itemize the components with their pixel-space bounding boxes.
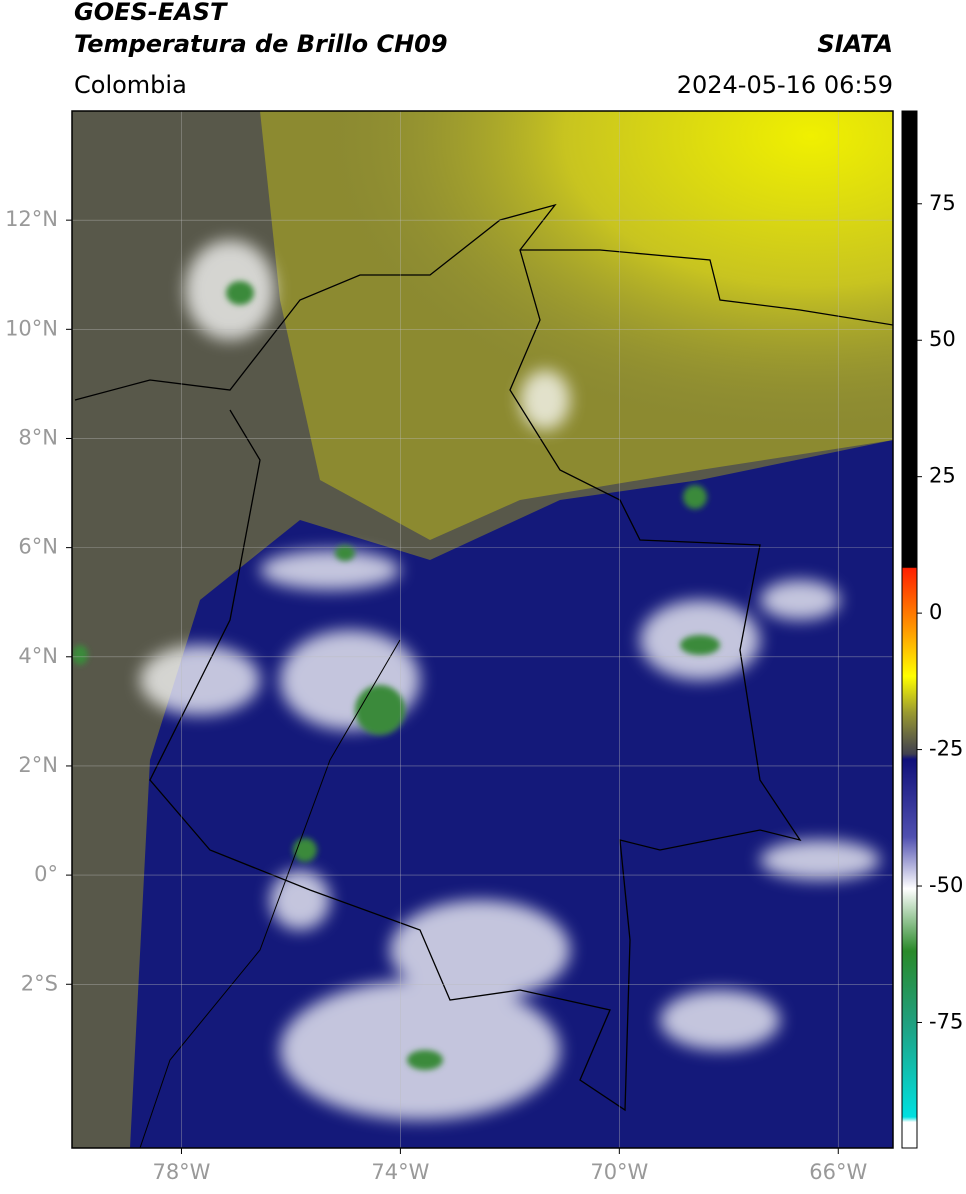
x-tick-label: 66°W (809, 1160, 867, 1184)
y-tick-label: 4°N (18, 644, 58, 668)
x-tick-label: 78°W (152, 1160, 210, 1184)
colorbar (901, 110, 918, 1149)
colorbar-tick-label: -75 (929, 1009, 963, 1033)
colorbar-tick-label: 50 (929, 327, 956, 351)
y-tick-label: 6°N (18, 535, 58, 559)
satellite-image (72, 111, 893, 1148)
title: GOES-EAST (74, 0, 228, 26)
x-tick-label: 70°W (590, 1160, 648, 1184)
colorbar-tick-label: -25 (929, 737, 963, 761)
y-tick-label: 2°N (18, 753, 58, 777)
subtitle: Temperatura de Brillo CH09 (74, 30, 448, 58)
y-tick-label: 0° (34, 862, 58, 886)
datetime: 2024-05-16 06:59 (677, 71, 893, 99)
y-tick-label: 10°N (5, 316, 58, 340)
colorbar-tick-label: 25 (929, 464, 956, 488)
y-tick-label: 12°N (5, 207, 58, 231)
x-tick-label: 74°W (371, 1160, 429, 1184)
source: SIATA (817, 30, 893, 58)
y-tick-label: 2°S (21, 971, 58, 995)
y-tick-label: 8°N (18, 425, 58, 449)
colorbar-tick-label: 75 (929, 191, 956, 215)
map-frame (71, 110, 894, 1149)
colorbar-tick-label: 0 (929, 600, 942, 624)
region: Colombia (74, 71, 187, 99)
colorbar-tick-label: -50 (929, 873, 963, 897)
